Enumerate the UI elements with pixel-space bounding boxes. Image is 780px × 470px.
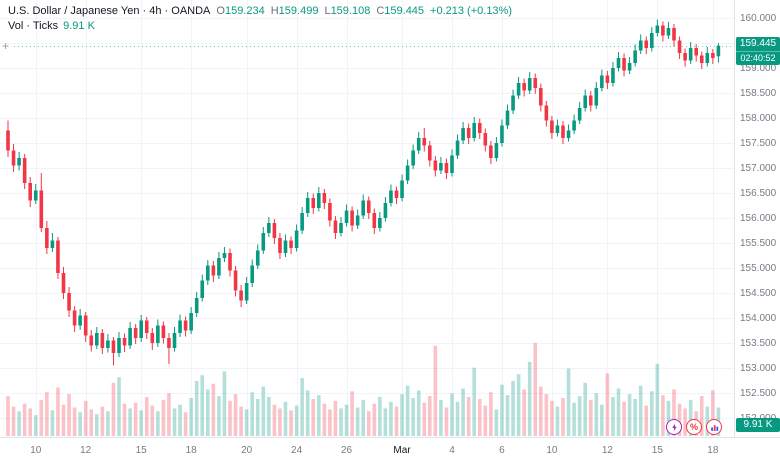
price-axis-label: 154.500 [740,288,777,299]
open-label: O [216,5,225,17]
price-axis-label: 158.000 [740,113,777,124]
price-axis-label: 154.000 [740,313,777,324]
close-label: C [376,5,385,17]
volume-legend-row[interactable]: Vol · Ticks 9.91 K [8,19,512,34]
price-axis-label: 160.000 [740,13,777,24]
price-axis-label: 159.000 [740,63,777,74]
time-axis-label: 20 [241,445,253,456]
symbol-legend-row[interactable]: U.S. Dollar / Japanese Yen · 4h · OANDA O… [8,4,512,19]
change-value: +0.213 (+0.13%) [430,5,512,17]
price-axis-label: 156.000 [740,213,777,224]
time-axis-label: 12 [80,445,92,456]
volume-indicator-value: 9.91 K [63,20,95,32]
price-axis-label: 155.500 [740,238,777,249]
high-label: H [270,5,279,17]
price-axis[interactable]: 159.445 02:40:52 9.91 K 160.000159.50015… [734,0,780,437]
bar-countdown: 02:40:52 [736,50,780,65]
lightning-bolt-icon[interactable] [666,419,682,435]
price-axis-label: 157.500 [740,138,777,149]
time-axis-label: 4 [449,445,455,456]
price-axis-label: 153.500 [740,338,777,349]
price-axis-label: 156.500 [740,188,777,199]
price-axis-label: 153.000 [740,363,777,374]
chart-legend: U.S. Dollar / Japanese Yen · 4h · OANDA O… [8,4,512,34]
time-axis-label: 15 [651,445,663,456]
percent-badge-icon[interactable]: % [686,419,702,435]
time-axis-label: 26 [340,445,353,456]
price-axis-label: 158.500 [740,88,777,99]
time-axis-label: 24 [291,445,303,456]
last-price-badge: 159.445 02:40:52 [736,36,780,65]
volume-indicator-label[interactable]: Vol · Ticks [8,20,59,32]
volume-value-badge: 9.91 K [736,418,780,432]
time-axis-label: 12 [601,445,613,456]
low-value: 159.108 [330,5,371,17]
time-axis[interactable]: 10 12 15 18 20 24 26 Mar 4 6 10 12 15 18 [0,437,780,470]
high-value: 159.499 [278,5,319,17]
add-alert-plus-icon[interactable]: + [2,38,10,53]
mini-chart-icon[interactable] [706,419,722,435]
low-label: L [324,5,331,17]
price-axis-label: 157.000 [740,163,777,174]
time-axis-label: Mar [393,445,411,456]
symbol-title[interactable]: U.S. Dollar / Japanese Yen · 4h · OANDA [8,5,211,17]
time-axis-label: 15 [135,445,147,456]
time-axis-label: 18 [185,445,197,456]
close-value: 159.445 [384,5,425,17]
time-axis-label: 18 [707,445,719,456]
time-axis-label: 10 [30,445,42,456]
price-axis-label: 152.500 [740,388,777,399]
open-value: 159.234 [224,5,265,17]
floating-action-buttons: % [666,419,722,435]
time-axis-label: 10 [546,445,558,456]
price-chart-canvas[interactable] [0,0,734,437]
last-price-value: 159.445 [739,37,777,49]
price-axis-label: 155.000 [740,263,777,274]
time-axis-label: 6 [499,445,505,456]
